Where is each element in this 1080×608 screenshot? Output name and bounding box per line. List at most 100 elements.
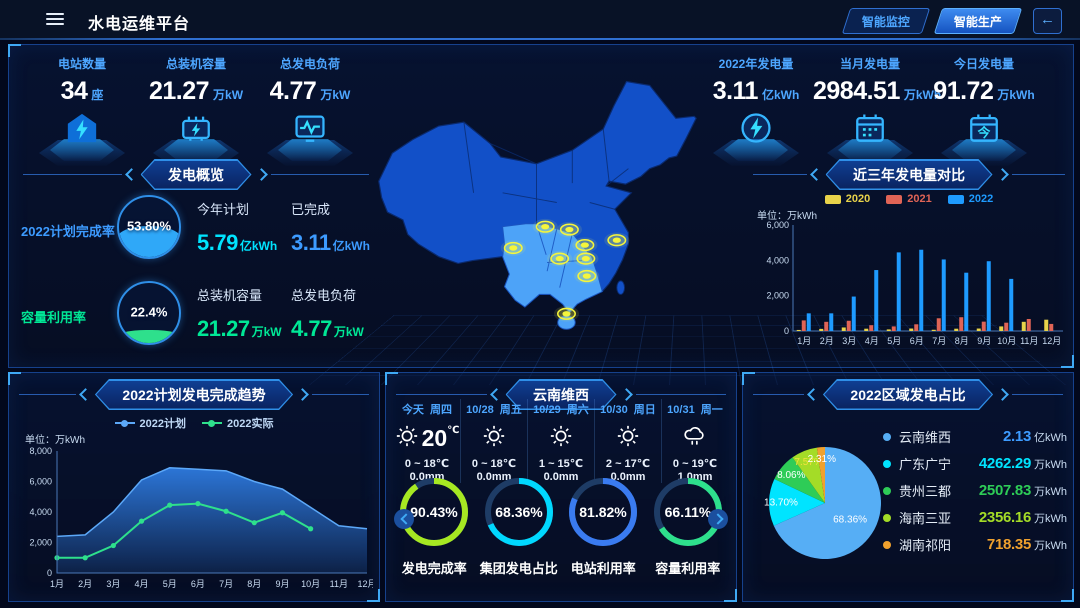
bar [824, 321, 829, 331]
pie-legend-item[interactable]: 海南三亚 2356.16 万kWh [883, 504, 1067, 531]
station-marker[interactable] [573, 250, 599, 267]
station-marker[interactable] [500, 240, 526, 256]
menu-icon[interactable] [46, 13, 64, 28]
legend-item[interactable]: 2021 [886, 193, 932, 205]
pie-legend-item[interactable]: 广东广宁 4262.29 万kWh [883, 450, 1067, 477]
weather-rain: 0.0mm [476, 471, 512, 483]
bar [931, 329, 936, 331]
nav-button-monitoring[interactable]: 智能监控 [841, 8, 931, 34]
plan-completion-label: 2022计划完成率 [21, 224, 115, 239]
region-name: 海南三亚 [899, 511, 952, 526]
title-wing-right [635, 394, 726, 395]
weather-rain: 0.0mm [543, 471, 579, 483]
liquid-fill [119, 225, 179, 257]
stat-label: 今日发电量 [953, 57, 1014, 71]
liquid-percent: 53.80% [126, 218, 172, 234]
chevron-left-icon [400, 513, 412, 525]
title-wing-right [270, 174, 369, 175]
station-marker[interactable] [572, 237, 598, 253]
liquid-percent: 22.4% [130, 304, 168, 320]
chevron-left-icon [124, 168, 138, 181]
region-value: 2356.16 [978, 509, 1031, 526]
bar [954, 328, 959, 331]
back-button[interactable]: ← [1033, 8, 1062, 34]
section-title-overview: 发电概览 [23, 159, 369, 190]
station-marker[interactable] [532, 218, 558, 235]
bar-chart-legend: 2020 2021 2022 [753, 193, 1065, 205]
pie-slice [774, 457, 825, 503]
title-text: 发电概览 [142, 161, 250, 189]
region-value: 718.35 [986, 536, 1031, 553]
station-markers[interactable] [500, 218, 630, 322]
legend-item[interactable]: 2020 [824, 193, 871, 205]
weather-date: 10/28 周五 [466, 404, 522, 416]
station-panel: 云南维西 今天 周四 20℃ 0 ~ 18℃ 0.0mm 10/28 周五 0 … [385, 372, 737, 602]
pie-legend-item[interactable]: 贵州三都 2507.83 万kWh [883, 477, 1067, 504]
svg-text:4,000: 4,000 [29, 507, 52, 517]
battery-bolt-icon [178, 111, 214, 145]
pie-legend-item[interactable]: 云南维西 2.13 亿kWh [883, 423, 1067, 450]
svg-text:11月: 11月 [1020, 336, 1038, 346]
platform-decoration [724, 139, 788, 161]
bar [886, 329, 891, 331]
calendar-today-icon: 今 [966, 111, 1002, 145]
svg-text:68.36%: 68.36% [495, 504, 543, 520]
stats-row-right: 2022年发电量 3.11 亿kWh 当月发电量 2984.51 万kWh 今日发电… [699, 55, 1041, 167]
svg-text:10月: 10月 [301, 579, 320, 589]
legend-item[interactable]: 2022 [947, 193, 993, 205]
stat-block: 电站数量 34 座 [25, 55, 139, 167]
region-share-pie-chart[interactable]: 68.36% 13.70% 8.06% 7.57% 2.31% [745, 425, 905, 585]
svg-text:0: 0 [47, 568, 52, 578]
three-year-bar-chart[interactable]: 0 2,000 4,000 6,000 1月 2月 3月 4月 5月 6月 7月 8月 9月 10月 11月… [753, 219, 1069, 359]
region-value: 2.13 [1003, 428, 1031, 445]
chevron-left-icon [79, 388, 92, 401]
title-wing-right [1012, 394, 1063, 395]
station-marker[interactable] [556, 221, 582, 238]
trend-panel: 2022计划发电完成趋势 2022计划 2022实际 单位：万kWh 0 2,00… [8, 372, 380, 602]
bar [986, 261, 991, 331]
plan-trend-chart[interactable]: 0 2,000 4,000 6,000 8,000 1月 2月 3月 4月 5月 6月 7月 8月 9月… [15, 441, 376, 599]
weather-day: 10/28 周五 0 ~ 18℃ 0.0mm [461, 399, 528, 483]
svg-text:9月: 9月 [275, 579, 289, 589]
title-badge: 2022计划发电完成趋势 [95, 379, 293, 410]
region-share-panel: 2022区域发电占比 68.36% 13.70% 8.06% 7.57% 2.31% 云… [742, 372, 1074, 602]
kpi-gauge: 81.82% 电站利用率 [561, 473, 646, 577]
china-map[interactable] [361, 67, 741, 367]
legend-item[interactable]: 2022计划 [114, 415, 186, 431]
next-station-button[interactable] [708, 509, 728, 529]
svg-text:4月: 4月 [135, 579, 149, 589]
weather-date: 10/31 周一 [667, 404, 723, 416]
legend-dot-icon [883, 486, 891, 495]
section-title-bar-chart: 近三年发电量对比 [753, 159, 1065, 190]
legend-marker-icon [114, 419, 135, 427]
title-wing-right [1011, 174, 1065, 175]
nav-button-production[interactable]: 智能生产 [933, 8, 1023, 34]
weather-range: 2 ~ 17℃ [605, 458, 651, 470]
capacity-item: 总装机容量 21.27 万kW [197, 285, 293, 342]
item-unit: 亿kWh [332, 239, 370, 253]
station-marker[interactable] [604, 232, 630, 248]
station-marker[interactable] [574, 268, 600, 284]
svg-text:3月: 3月 [842, 336, 856, 346]
kpi-gauges-row: 90.43% 发电完成率 68.36% 集团发电占比 81.82% 电站利用率 … [392, 473, 730, 577]
pie-slice-label: 68.36% [833, 514, 867, 525]
plan-completion-liquid-gauge: 53.80% [117, 195, 181, 259]
bar [891, 326, 896, 331]
stat-block: 2022年发电量 3.11 亿kWh [699, 55, 813, 167]
svg-text:1月: 1月 [50, 579, 64, 589]
prev-station-button[interactable] [394, 509, 414, 529]
pie-slice-label: 13.70% [764, 497, 798, 508]
station-marker[interactable] [553, 306, 580, 322]
region-name: 广东广宁 [899, 457, 952, 472]
highlight-provinces [502, 223, 603, 314]
platform-decoration [952, 139, 1016, 161]
legend-label: 2020 [845, 193, 871, 205]
station-marker[interactable] [547, 250, 573, 267]
pie-legend-item[interactable]: 湖南祁阳 718.35 万kWh [883, 531, 1067, 558]
plan-completion-row: 2022计划完成率 53.80% 今年计划 5.79 亿kWh 已完成 3.11 亿… [21, 191, 373, 271]
stat-block: 当月发电量 2984.51 万kWh [813, 55, 941, 167]
bar [829, 313, 834, 331]
bar [981, 321, 986, 331]
bar [1021, 321, 1026, 331]
legend-item[interactable]: 2022实际 [202, 415, 273, 431]
